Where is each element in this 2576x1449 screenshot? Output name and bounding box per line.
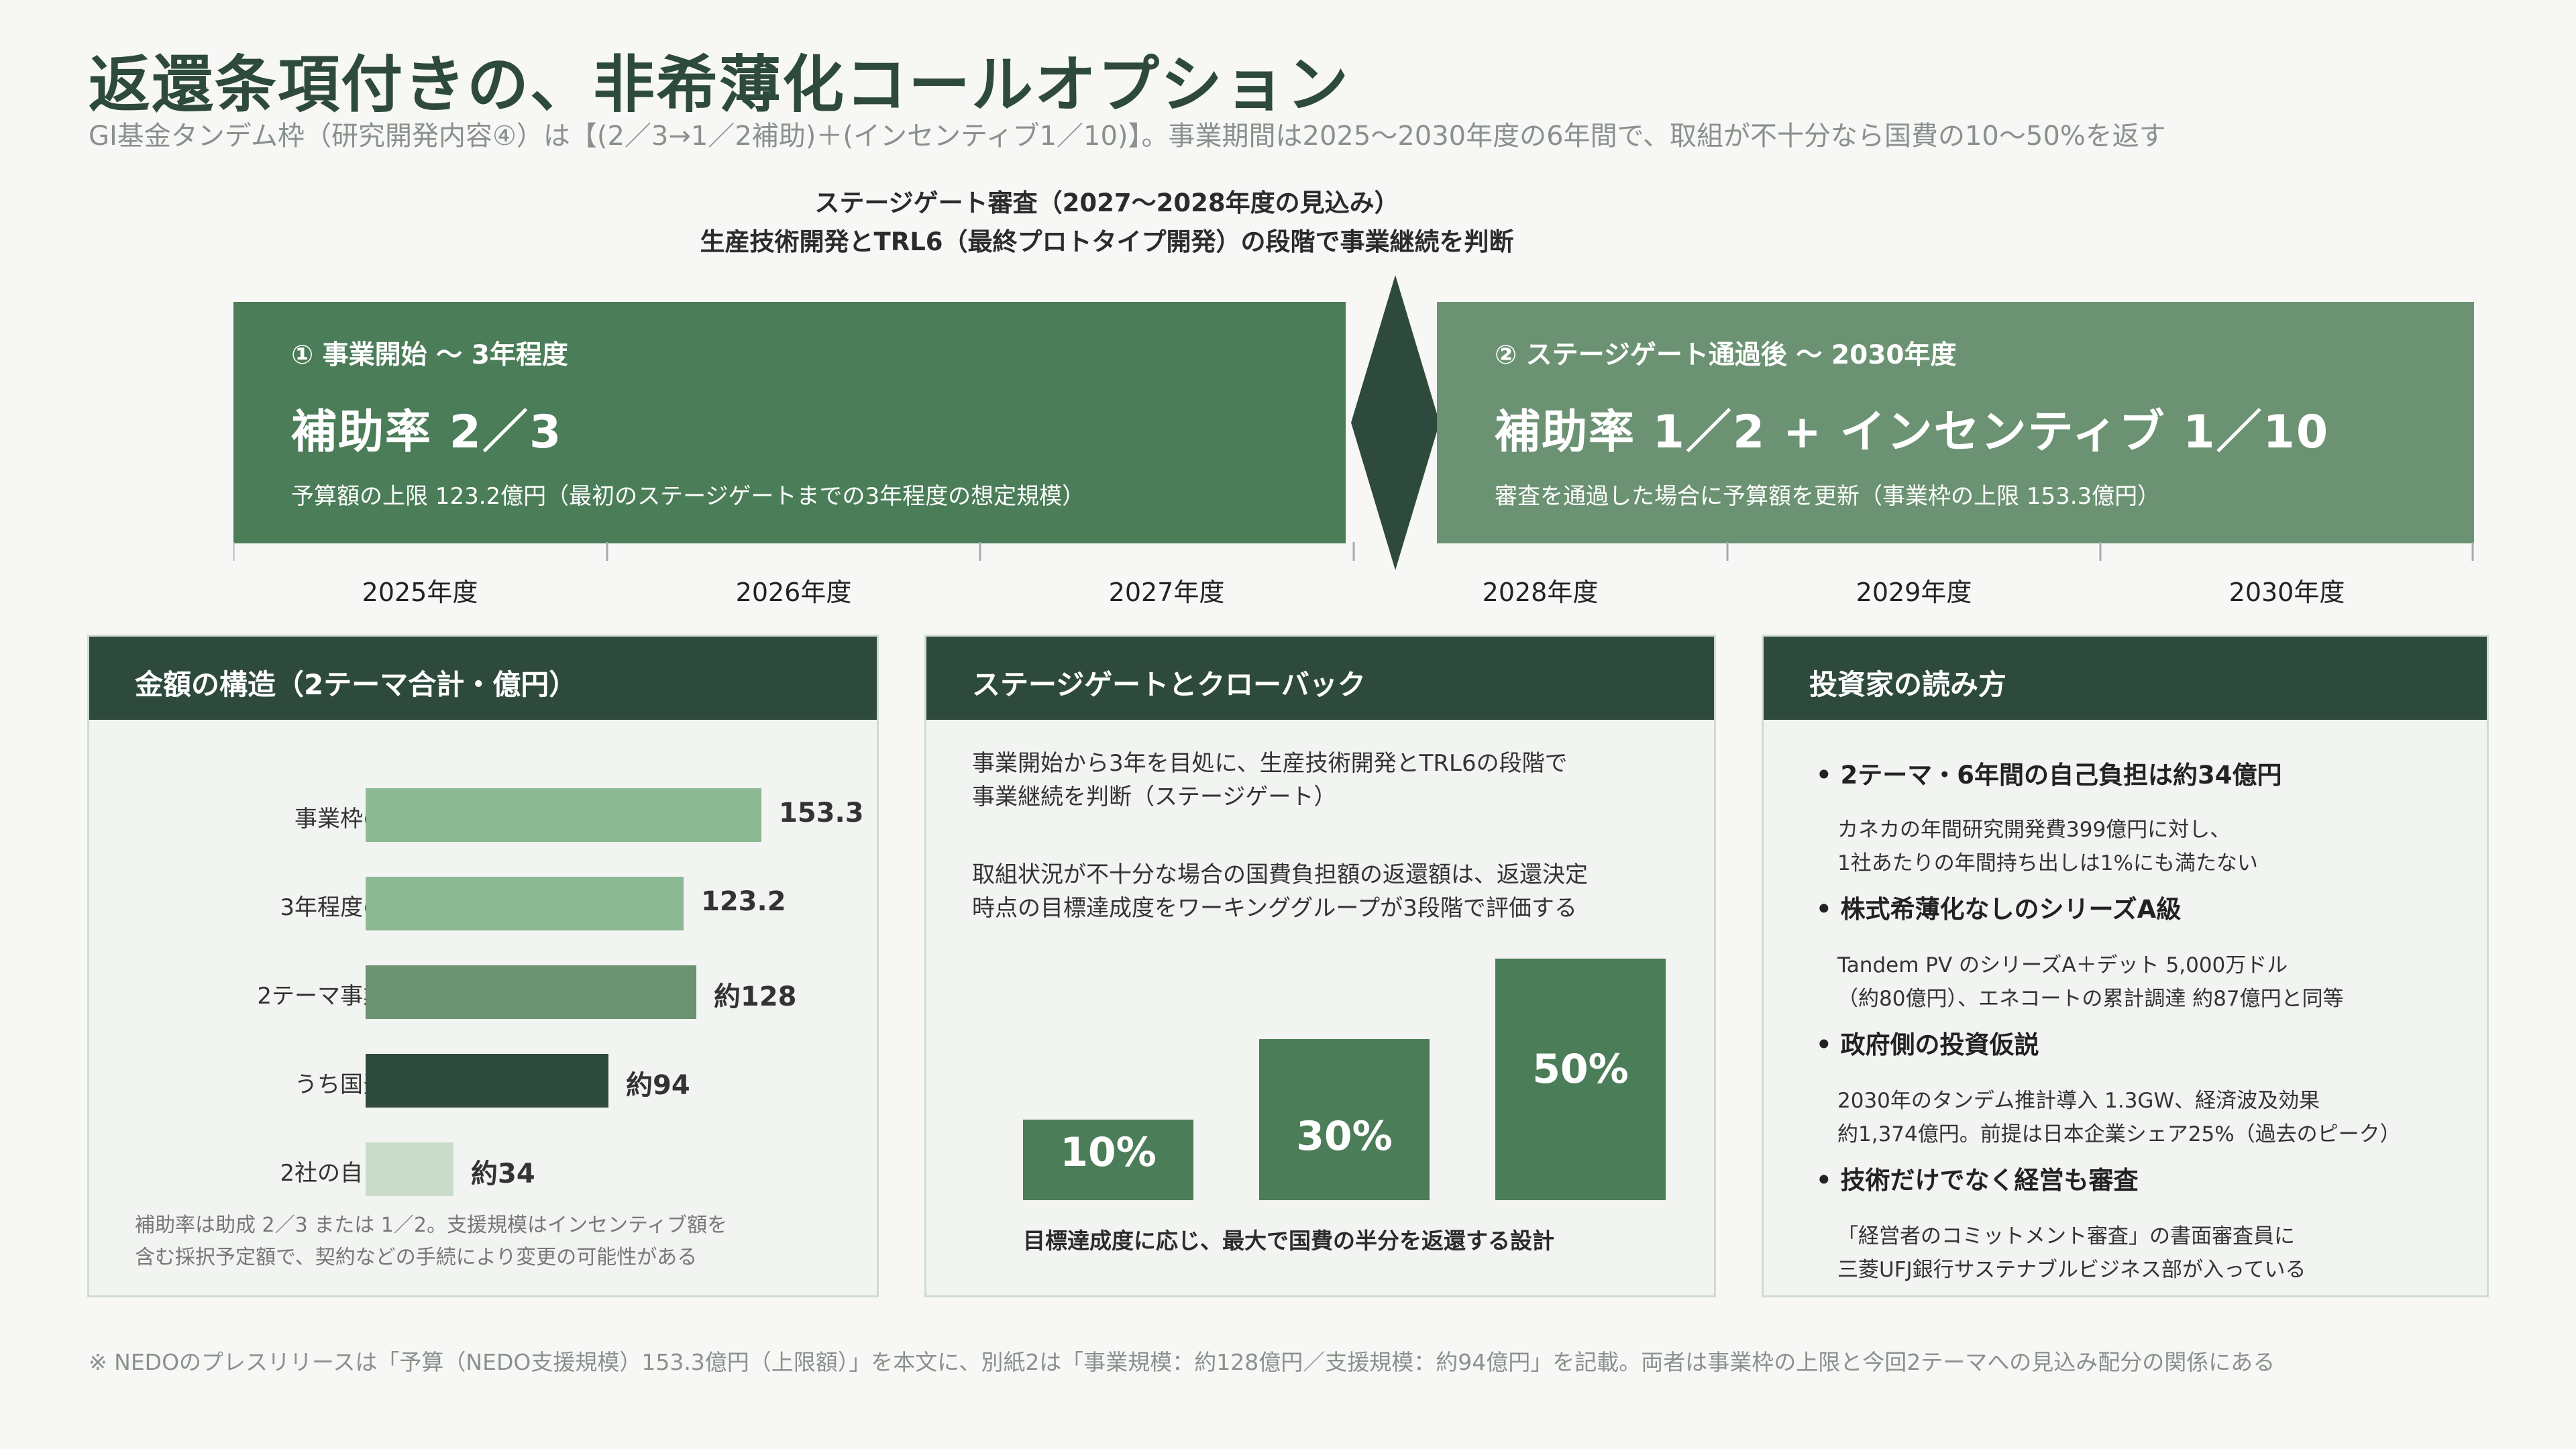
phase-1-label: ① 事業開始 〜 3年程度 (291, 340, 568, 370)
investor-point-line: カネカの年間研究開発費399億円に対し、 (1837, 818, 2231, 842)
clawback-bar-label: 50% (1532, 1046, 1629, 1093)
bar (366, 877, 684, 930)
investor-point-heading: • 政府側の投資仮説 (1816, 1030, 2039, 1059)
year-label-2029: 2029年度 (1856, 578, 1972, 607)
investor-panel-title: 投資家の読み方 (1764, 637, 2487, 720)
investor-point-heading: • 技術だけでなく経営も審査 (1816, 1166, 2139, 1195)
clawback-text-line-1: 事業開始から3年を目処に、生産技術開発とTRL6の段階で (972, 750, 1568, 777)
investor-point-line: 三菱UFJ銀行サステナブルビジネス部が入っている (1837, 1258, 2306, 1282)
clawback-bar-50: 50% (1495, 959, 1666, 1200)
bar-value: 123.2 (701, 886, 786, 917)
phase-2-note: 審査を通過した場合に予算額を更新（事業枠の上限 153.3億円） (1495, 483, 2161, 510)
investor-point-line: （約80億円）、エネコートの累計調達 約87億円と同等 (1837, 987, 2344, 1011)
year-label-2026: 2026年度 (735, 578, 852, 607)
structure-note-line-1: 補助率は助成 2／3 または 1／2。支援規模はインセンティブ額を (135, 1214, 728, 1237)
bar (366, 965, 696, 1019)
phase-1-note: 予算額の上限 123.2億円（最初のステージゲートまでの3年程度の想定規模） (291, 483, 1085, 510)
clawback-panel-title: ステージゲートとクローバック (926, 637, 1714, 720)
clawback-text-line-3: 取組状況が不十分な場合の国費負担額の返還額は、返還決定 (972, 861, 1588, 888)
clawback-bar-10: 10% (1023, 1120, 1193, 1200)
investor-point-heading: • 2テーマ・6年間の自己負担は約34億円 (1816, 761, 2282, 790)
page-subtitle: GI基金タンデム枠（研究開発内容④）は【(2／3→1／2補助)＋(インセンティブ… (89, 121, 2166, 152)
timeline-axis (233, 542, 2474, 561)
investor-panel: 投資家の読み方 • 2テーマ・6年間の自己負担は約34億円 カネカの年間研究開発… (1762, 635, 2489, 1297)
phase-2-rate: 補助率 1／2 + インセンティブ 1／10 (1495, 406, 2330, 459)
investor-point-line: 2030年のタンデム推計導入 1.3GW、経済波及効果 (1837, 1089, 2320, 1113)
phase-1-rate: 補助率 2／3 (291, 406, 563, 459)
bar (366, 1142, 453, 1196)
structure-panel-title: 金額の構造（2テーマ合計・億円） (89, 637, 877, 720)
year-label-2027: 2027年度 (1108, 578, 1225, 607)
structure-panel: 金額の構造（2テーマ合計・億円） 事業枠の上限 153.3 3年程度の上限 12… (87, 635, 879, 1297)
year-label-2030: 2030年度 (2229, 578, 2345, 607)
stage-gate-subtitle: 生産技術開発とTRL6（最終プロトタイプ開発）の段階で事業継続を判断 (700, 227, 1514, 256)
year-label-2028: 2028年度 (1482, 578, 1599, 607)
year-label-2025: 2025年度 (362, 578, 478, 607)
stage-gate-title: ステージゲート審査（2027〜2028年度の見込み） (814, 189, 1399, 217)
investor-point-heading: • 株式希薄化なしのシリーズA級 (1816, 895, 2182, 924)
investor-point-line: 約1,374億円。前提は日本企業シェア25%（過去のピーク） (1837, 1122, 2401, 1146)
bar-value: 約128 (714, 981, 797, 1012)
clawback-text-line-4: 時点の目標達成度をワーキンググループが3段階で評価する (972, 895, 1577, 922)
clawback-bar-label: 10% (1060, 1129, 1157, 1176)
bar-value: 約94 (626, 1070, 690, 1101)
phase-2-label: ② ステージゲート通過後 〜 2030年度 (1495, 340, 1957, 370)
structure-note-line-2: 含む採択予定額で、契約などの手続により変更の可能性がある (135, 1246, 698, 1269)
phase-1-box: ① 事業開始 〜 3年程度 補助率 2／3 予算額の上限 123.2億円（最初の… (233, 302, 1346, 543)
bar (366, 788, 761, 842)
footnote: ※ NEDOのプレスリリースは「予算（NEDO支援規模）153.3億円（上限額）… (89, 1349, 2275, 1375)
bar-value: 153.3 (779, 798, 864, 828)
investor-point-line: Tandem PV のシリーズA＋デット 5,000万ドル (1837, 953, 2288, 977)
phase-2-box: ② ステージゲート通過後 〜 2030年度 補助率 1／2 + インセンティブ … (1437, 302, 2474, 543)
investor-point-line: 1社あたりの年間持ち出しは1%にも満たない (1837, 851, 2258, 875)
page-title: 返還条項付きの、非希薄化コールオプション (89, 49, 1350, 121)
clawback-text-line-2: 事業継続を判断（ステージゲート） (972, 784, 1337, 810)
stage-gate-diamond-icon (1351, 275, 1440, 570)
clawback-bar-label: 30% (1296, 1113, 1393, 1160)
bar-value: 約34 (471, 1159, 535, 1189)
clawback-panel: ステージゲートとクローバック 事業開始から3年を目処に、生産技術開発とTRL6の… (924, 635, 1716, 1297)
clawback-caption: 目標達成度に応じ、最大で国費の半分を返還する設計 (1023, 1228, 1554, 1254)
clawback-bar-30: 30% (1259, 1039, 1430, 1200)
investor-point-line: 「経営者のコミットメント審査」の書面審査員に (1837, 1224, 2295, 1248)
bar (366, 1054, 608, 1108)
